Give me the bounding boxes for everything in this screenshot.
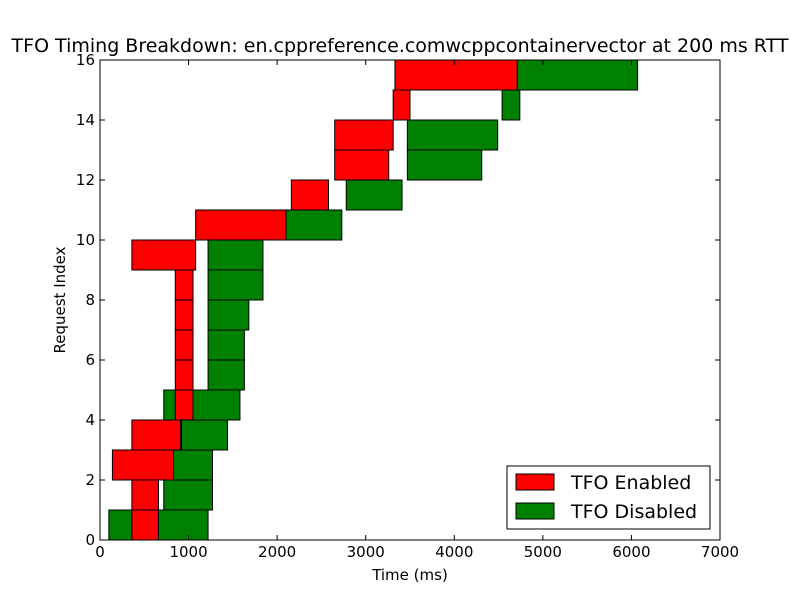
y-tick-label: 16 [76, 51, 95, 69]
y-tick-label: 2 [85, 471, 95, 489]
x-tick-label: 6000 [612, 543, 650, 561]
bar-tfo-disabled-8 [207, 269, 264, 301]
y-tick-label: 14 [76, 111, 95, 129]
legend-swatch-tfo-enabled [515, 473, 555, 491]
bar-tfo-enabled-1 [131, 479, 159, 511]
x-tick-label: 7000 [701, 543, 739, 561]
x-axis-title: Time (ms) [371, 566, 448, 584]
bar-tfo-disabled-13 [406, 119, 499, 151]
bar-tfo-enabled-11 [290, 179, 330, 211]
y-tick-label: 4 [85, 411, 95, 429]
bar-tfo-enabled-10 [195, 209, 287, 241]
bar-tfo-disabled-6 [207, 329, 245, 361]
bar-tfo-enabled-2 [111, 449, 175, 481]
y-axis-title: Request Index [51, 246, 69, 353]
bar-tfo-enabled-4 [174, 389, 194, 421]
bar-tfo-disabled-2 [172, 449, 213, 481]
y-tick-label: 10 [76, 231, 95, 249]
x-tick-label: 5000 [524, 543, 562, 561]
chart-title: TFO Timing Breakdown: en.cppreference.co… [11, 35, 789, 57]
bar-tfo-enabled-13 [334, 119, 394, 151]
x-tick-label: 3000 [347, 543, 385, 561]
x-tick-label: 4000 [435, 543, 473, 561]
bar-tfo-enabled-14 [392, 89, 411, 121]
plot-area: 0 1000 2000 3000 4000 5000 6000 7000 0 2 4 6 8 10 12 14… [76, 51, 739, 561]
legend-label-tfo-enabled: TFO Enabled [570, 472, 691, 494]
bar-tfo-enabled-15 [394, 59, 518, 91]
bar-tfo-enabled-5 [174, 359, 194, 391]
legend: TFO Enabled TFO Disabled [506, 465, 711, 530]
bar-tfo-disabled-14 [501, 89, 521, 121]
bar-tfo-disabled-11 [345, 179, 403, 211]
bar-tfo-disabled-7 [207, 299, 250, 331]
bar-tfo-enabled-8 [174, 269, 194, 301]
y-tick-label: 12 [76, 171, 95, 189]
bar-tfo-disabled-12 [406, 149, 483, 181]
bar-tfo-enabled-0 [131, 509, 159, 541]
bar-tfo-enabled-12 [334, 149, 390, 181]
legend-swatch-tfo-disabled [515, 502, 555, 520]
bar-tfo-disabled-5 [207, 359, 245, 391]
legend-label-tfo-disabled: TFO Disabled [570, 501, 697, 523]
bar-tfo-enabled-3 [131, 419, 182, 451]
bar-tfo-enabled-7 [174, 299, 194, 331]
bar-tfo-disabled-9 [207, 239, 264, 271]
bar-tfo-disabled-1 [163, 479, 213, 511]
x-tick-label: 2000 [258, 543, 296, 561]
x-tick-label: 0 [95, 543, 105, 561]
y-tick-label: 0 [85, 531, 95, 549]
bar-tfo-disabled-3 [180, 419, 229, 451]
y-tick-label: 6 [85, 351, 95, 369]
bar-tfo-enabled-9 [131, 239, 197, 271]
bar-tfo-enabled-6 [174, 329, 194, 361]
y-tick-label: 8 [85, 291, 95, 309]
x-tick-label: 1000 [169, 543, 207, 561]
